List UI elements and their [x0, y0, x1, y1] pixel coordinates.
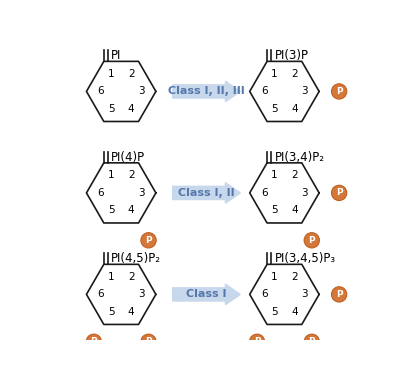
Circle shape: [86, 334, 102, 350]
FancyArrow shape: [173, 183, 240, 203]
Text: 6: 6: [261, 86, 268, 96]
Text: P: P: [145, 337, 152, 346]
Text: P: P: [336, 188, 342, 197]
Text: 3: 3: [138, 188, 145, 198]
Circle shape: [332, 287, 347, 302]
Text: 1: 1: [271, 272, 278, 282]
Text: Class I, II, III: Class I, II, III: [168, 86, 245, 96]
Text: 6: 6: [98, 188, 104, 198]
Circle shape: [250, 334, 265, 350]
Text: 4: 4: [291, 206, 298, 215]
Text: 2: 2: [128, 69, 134, 79]
Circle shape: [304, 334, 320, 350]
Text: 1: 1: [271, 170, 278, 180]
Text: 3: 3: [138, 290, 145, 299]
Text: 1: 1: [271, 69, 278, 79]
Text: 3: 3: [301, 290, 308, 299]
FancyArrow shape: [173, 284, 240, 305]
Text: 4: 4: [128, 206, 134, 215]
Text: 2: 2: [291, 272, 298, 282]
Text: P: P: [336, 290, 342, 299]
Text: 2: 2: [128, 170, 134, 180]
Text: 5: 5: [271, 104, 278, 114]
Text: 5: 5: [271, 307, 278, 317]
Text: P: P: [308, 236, 315, 245]
Text: 3: 3: [301, 86, 308, 96]
Text: PI(4,5)P₂: PI(4,5)P₂: [111, 252, 161, 265]
Circle shape: [332, 185, 347, 201]
Text: 2: 2: [128, 272, 134, 282]
Text: 5: 5: [271, 206, 278, 215]
Text: 2: 2: [291, 69, 298, 79]
Text: 1: 1: [108, 272, 114, 282]
Text: P: P: [145, 236, 152, 245]
Text: 6: 6: [98, 86, 104, 96]
Text: 6: 6: [261, 188, 268, 198]
Text: 3: 3: [301, 188, 308, 198]
Text: 6: 6: [261, 290, 268, 299]
Text: 4: 4: [291, 104, 298, 114]
Text: PI: PI: [111, 49, 122, 62]
Text: P: P: [254, 337, 260, 346]
Text: PI(3)P: PI(3)P: [274, 49, 308, 62]
Text: 4: 4: [291, 307, 298, 317]
Text: 1: 1: [108, 69, 114, 79]
Text: PI(3,4)P₂: PI(3,4)P₂: [274, 151, 324, 164]
Text: 5: 5: [108, 104, 114, 114]
Text: P: P: [308, 337, 315, 346]
Text: P: P: [336, 87, 342, 96]
Text: 5: 5: [108, 206, 114, 215]
Text: P: P: [90, 337, 97, 346]
Text: 1: 1: [108, 170, 114, 180]
Circle shape: [141, 233, 156, 248]
Text: Class I, II: Class I, II: [178, 188, 235, 198]
Text: 3: 3: [138, 86, 145, 96]
Text: PI(4)P: PI(4)P: [111, 151, 146, 164]
Circle shape: [304, 233, 320, 248]
Text: 4: 4: [128, 307, 134, 317]
Text: 4: 4: [128, 104, 134, 114]
Text: Class I: Class I: [186, 290, 227, 299]
Circle shape: [332, 84, 347, 99]
Text: 2: 2: [291, 170, 298, 180]
FancyArrow shape: [173, 81, 240, 102]
Text: 5: 5: [108, 307, 114, 317]
Text: PI(3,4,5)P₃: PI(3,4,5)P₃: [274, 252, 336, 265]
Text: 6: 6: [98, 290, 104, 299]
Circle shape: [141, 334, 156, 350]
